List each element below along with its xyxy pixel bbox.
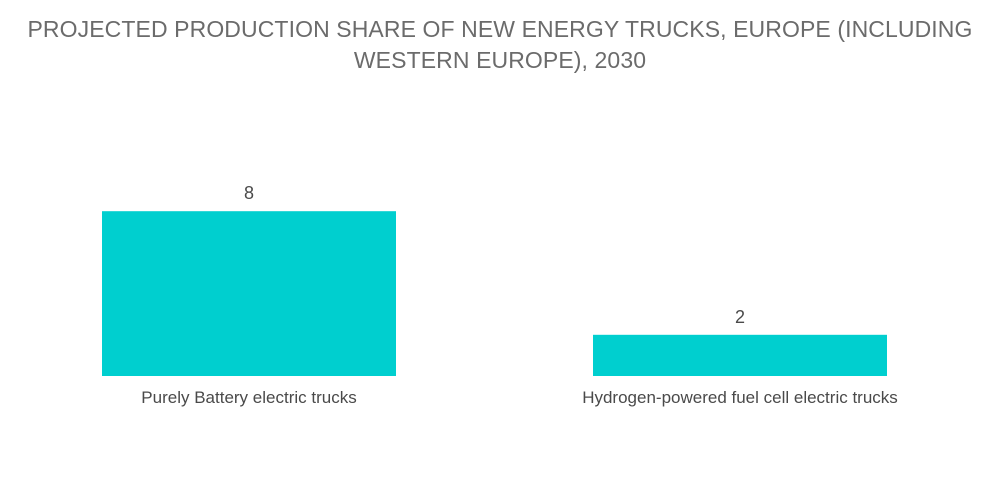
- data-label-1: 8: [244, 183, 254, 203]
- chart-title-line-1: PROJECTED PRODUCTION SHARE OF NEW ENERGY…: [27, 16, 973, 42]
- data-label-2: 2: [735, 307, 745, 327]
- bar-2: [593, 334, 887, 376]
- chart-title-line-2: WESTERN EUROPE), 2030: [353, 47, 647, 73]
- bar-1: [102, 211, 396, 376]
- category-label-2: Hydrogen-powered fuel cell electric truc…: [582, 388, 898, 407]
- chart-title: PROJECTED PRODUCTION SHARE OF NEW ENERGY…: [0, 14, 1000, 76]
- category-label-1: Purely Battery electric trucks: [141, 388, 356, 407]
